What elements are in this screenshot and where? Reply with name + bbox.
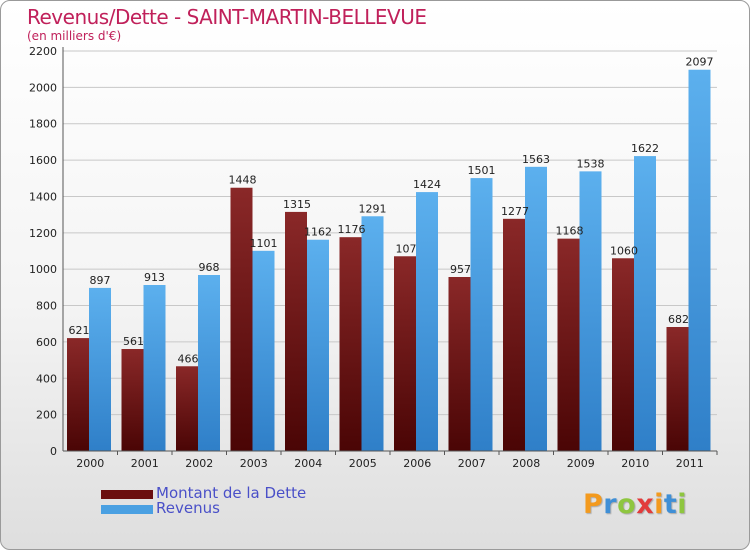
logo-letter: t <box>663 489 678 520</box>
x-tick-label: 2004 <box>294 457 322 470</box>
x-tick-label: 2003 <box>240 457 268 470</box>
bar <box>339 237 362 451</box>
logo-letter: P <box>583 489 604 520</box>
legend-label-revenus: Revenus <box>156 499 220 517</box>
data-label: 1622 <box>631 142 659 155</box>
bar <box>285 211 307 451</box>
bar <box>230 187 253 451</box>
data-label: 1538 <box>577 157 605 170</box>
data-label: 682 <box>668 313 689 326</box>
bar <box>143 285 166 451</box>
x-tick-label: 2011 <box>676 457 704 470</box>
legend-label-dette: Montant de la Dette <box>156 484 307 502</box>
data-label: 1277 <box>501 205 529 218</box>
data-label: 1424 <box>413 178 441 191</box>
chart-subtitle: (en milliers d'€) <box>27 29 122 43</box>
x-tick-label: 2007 <box>458 457 486 470</box>
x-tick-label: 2002 <box>185 457 213 470</box>
y-tick-label: 1000 <box>29 263 57 276</box>
data-label: 1315 <box>283 198 311 211</box>
bar <box>503 218 525 451</box>
bar <box>416 192 438 451</box>
x-tick-label: 2010 <box>621 457 649 470</box>
y-tick-label: 800 <box>36 300 57 313</box>
chart-title: Revenus/Dette - SAINT-MARTIN-BELLEVUE <box>27 5 427 29</box>
x-tick-label: 2000 <box>76 457 104 470</box>
data-label: 1168 <box>556 225 584 238</box>
data-label: 1162 <box>304 226 332 239</box>
bar <box>634 156 656 451</box>
data-label: 561 <box>123 335 144 348</box>
bar <box>557 238 580 451</box>
data-label: 2097 <box>686 56 714 69</box>
x-tick-label: 2005 <box>349 457 377 470</box>
bar <box>666 327 689 451</box>
logo-letter: i <box>654 489 664 520</box>
legend-swatch-dette <box>101 490 153 499</box>
bar <box>121 349 144 451</box>
y-tick-label: 1400 <box>29 190 57 203</box>
data-label: 913 <box>144 271 165 284</box>
y-tick-label: 1800 <box>29 118 57 131</box>
logo-letter: r <box>603 489 618 520</box>
y-tick-label: 600 <box>36 336 57 349</box>
bar <box>612 258 634 451</box>
logo-letter: x <box>636 489 655 520</box>
bar <box>361 216 384 451</box>
data-label: 1291 <box>359 202 387 215</box>
data-label: 466 <box>178 352 199 365</box>
y-tick-label: 2000 <box>29 81 57 94</box>
data-label: 1448 <box>229 174 257 187</box>
data-label: 621 <box>69 324 90 337</box>
data-label: 968 <box>199 261 220 274</box>
x-tick-label: 2008 <box>512 457 540 470</box>
proxiti-logo: Proxiti <box>583 489 687 520</box>
bar <box>470 178 493 451</box>
y-tick-label: 1600 <box>29 154 57 167</box>
bar <box>525 166 547 451</box>
data-label: 1101 <box>250 237 278 250</box>
bar-chart: 621 897 561 913 466 968 1448 1101 1315 1162 1176 12… <box>29 45 718 470</box>
bar <box>688 69 711 452</box>
bar <box>307 239 329 451</box>
y-tick-label: 200 <box>36 409 57 422</box>
data-label: 1176 <box>338 223 366 236</box>
y-tick-label: 0 <box>50 445 57 458</box>
y-tick-label: 1200 <box>29 227 57 240</box>
y-tick-label: 400 <box>36 372 57 385</box>
bar <box>252 250 275 451</box>
logo-letter: o <box>617 489 637 520</box>
data-label: 107 <box>396 242 417 255</box>
data-label: 897 <box>90 274 111 287</box>
bar <box>394 256 416 451</box>
x-tick-label: 2001 <box>131 457 159 470</box>
data-label: 1563 <box>522 153 550 166</box>
x-tick-label: 2009 <box>567 457 595 470</box>
x-tick-label: 2006 <box>403 457 431 470</box>
bar <box>89 287 111 451</box>
bar <box>176 366 198 451</box>
legend-swatch-revenus <box>101 505 153 514</box>
bar <box>198 275 220 451</box>
bar <box>579 171 602 451</box>
data-label: 957 <box>450 263 471 276</box>
y-tick-label: 2200 <box>29 45 57 58</box>
logo-letter: i <box>677 489 688 520</box>
data-label: 1501 <box>468 164 496 177</box>
bar <box>67 338 89 451</box>
bar <box>448 277 471 451</box>
data-label: 1060 <box>610 244 638 257</box>
